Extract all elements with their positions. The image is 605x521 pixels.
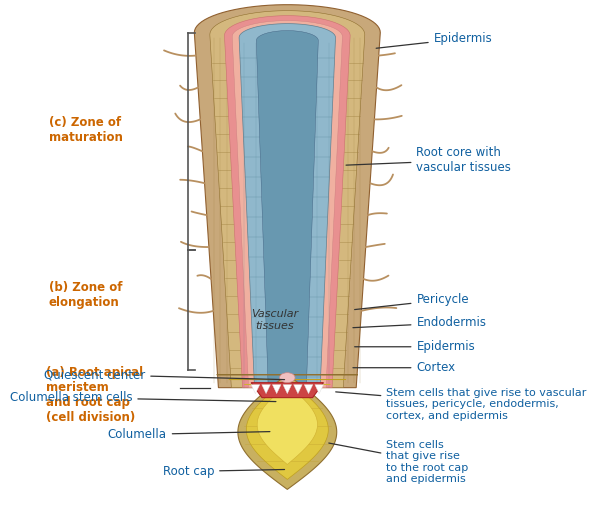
Text: Root core with
vascular tissues: Root core with vascular tissues <box>346 146 511 174</box>
Polygon shape <box>283 384 292 394</box>
Polygon shape <box>272 384 281 394</box>
Polygon shape <box>304 384 313 394</box>
Text: Stem cells
that give rise
to the root cap
and epidermis: Stem cells that give rise to the root ca… <box>329 440 468 485</box>
Text: Columella stem cells: Columella stem cells <box>10 391 276 404</box>
Text: Quiescent center: Quiescent center <box>44 368 284 381</box>
Polygon shape <box>210 11 365 388</box>
Polygon shape <box>262 384 270 394</box>
Polygon shape <box>232 21 342 388</box>
Text: (c) Zone of
maturation: (c) Zone of maturation <box>49 116 123 144</box>
Polygon shape <box>239 23 336 390</box>
Text: Pericycle: Pericycle <box>355 293 469 309</box>
Polygon shape <box>251 382 324 398</box>
Polygon shape <box>251 384 260 394</box>
Polygon shape <box>229 380 346 479</box>
Text: (a) Root apical
meristem
and root cap
(cell division): (a) Root apical meristem and root cap (c… <box>46 366 143 424</box>
Polygon shape <box>257 31 318 392</box>
Text: Stem cells that give rise to vascular
tissues, pericycle, endodermis,
cortex, an: Stem cells that give rise to vascular ti… <box>336 388 587 421</box>
Ellipse shape <box>280 373 295 382</box>
Polygon shape <box>244 384 330 464</box>
Polygon shape <box>194 5 381 388</box>
Polygon shape <box>293 384 302 394</box>
Text: Columella: Columella <box>108 428 270 441</box>
Text: (b) Zone of
elongation: (b) Zone of elongation <box>49 281 122 309</box>
Text: Vascular
tissues: Vascular tissues <box>250 309 298 331</box>
Text: Epidermis: Epidermis <box>376 32 492 48</box>
Text: Root cap: Root cap <box>163 465 284 478</box>
Polygon shape <box>224 16 350 388</box>
Polygon shape <box>217 375 358 489</box>
Text: Endodermis: Endodermis <box>353 316 486 329</box>
Polygon shape <box>315 384 324 394</box>
Text: Cortex: Cortex <box>353 361 456 374</box>
Text: Epidermis: Epidermis <box>355 340 475 353</box>
